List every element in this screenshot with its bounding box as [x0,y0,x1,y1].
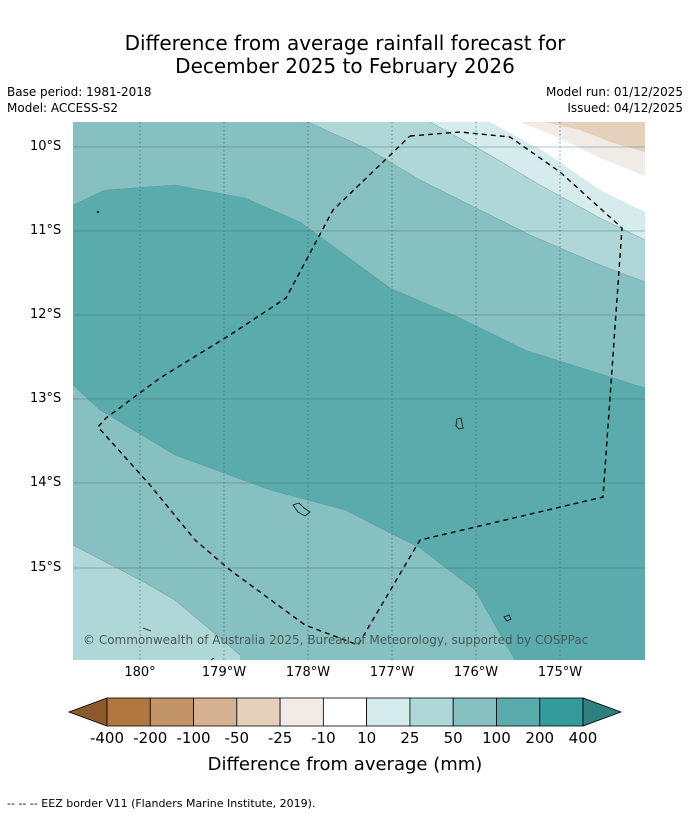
lon-label-179w: 179°W [202,665,246,680]
colorbar-tick-label: -10 [311,729,336,747]
colorbar-tick-label: 10 [357,729,376,747]
colorbar-swatch [323,698,366,726]
lon-label-177w: 177°W [370,665,414,680]
lat-label-14s: 14°S [30,475,61,490]
colorbar-extend-low [69,698,107,726]
lat-label-10s: 10°S [30,139,61,154]
colorbar-swatch [194,698,237,726]
lat-label-15s: 15°S [30,560,61,575]
lon-label-176w: 176°W [454,665,498,680]
colorbar-tick-label: 25 [400,729,419,747]
lat-label-12s: 12°S [30,307,61,322]
colorbar-extend-high [583,698,621,726]
lon-label-180: 180° [124,665,155,680]
colorbar-swatch [280,698,323,726]
map-fill-layer [73,122,645,660]
colorbar-tick-label: 100 [482,729,511,747]
colorbar-tick-label: 400 [569,729,598,747]
colorbar-tick-label: -25 [268,729,293,747]
colorbar-swatch [150,698,193,726]
colorbar [69,698,621,726]
eez-footnote: -- -- -- EEZ border V11 (Flanders Marine… [7,797,315,810]
colorbar-tick-label: -200 [133,729,167,747]
colorbar-tick-label: -50 [225,729,250,747]
colorbar-swatch [367,698,410,726]
colorbar-tick-label: 200 [525,729,554,747]
colorbar-tick-label: -100 [177,729,211,747]
lat-label-13s: 13°S [30,391,61,406]
lon-label-178w: 178°W [286,665,330,680]
colorbar-swatch [237,698,280,726]
colorbar-swatch [496,698,539,726]
colorbar-swatch [540,698,583,726]
lon-label-175w: 175°W [538,665,582,680]
colorbar-tick-label: 50 [444,729,463,747]
colorbar-tick-label: -400 [90,729,124,747]
colorbar-swatch [107,698,150,726]
colorbar-swatch [453,698,496,726]
copyright-notice: © Commonwealth of Australia 2025, Bureau… [83,633,588,647]
colorbar-title: Difference from average (mm) [0,754,690,775]
colorbar-swatch [410,698,453,726]
lat-label-11s: 11°S [30,223,61,238]
